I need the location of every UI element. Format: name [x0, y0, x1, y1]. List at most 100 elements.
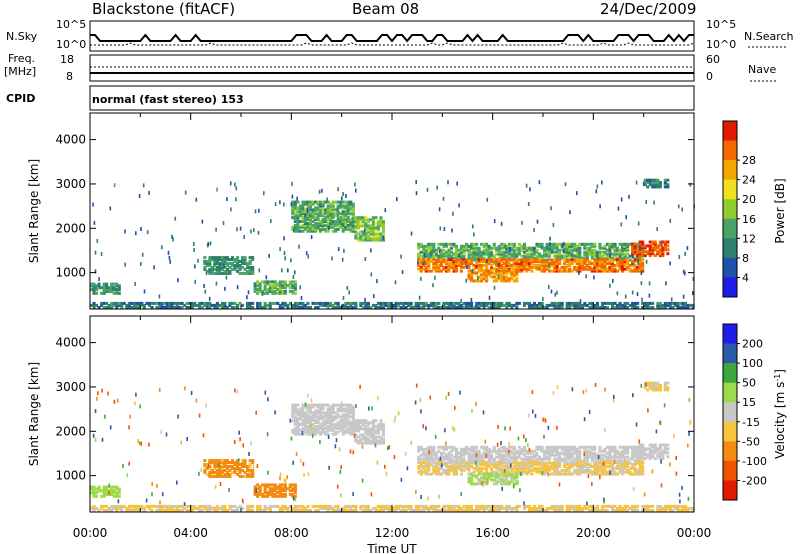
heatmap-cell — [563, 260, 567, 264]
heatmap-cell — [303, 227, 307, 231]
heatmap-cell — [497, 468, 501, 472]
heatmap-cell — [316, 415, 320, 419]
heatmap-cell — [510, 449, 514, 453]
heatmap-cell — [540, 459, 544, 463]
heatmap-cell — [497, 474, 501, 478]
speckle-cell — [265, 275, 268, 280]
heatmap-cell — [593, 265, 597, 269]
heatmap-cell — [381, 441, 385, 445]
heatmap-cell — [296, 423, 300, 426]
heatmap-cell — [291, 419, 295, 423]
heatmap-cell — [331, 506, 335, 510]
heatmap-cell — [457, 463, 461, 467]
heatmap-cell — [505, 474, 509, 478]
heatmap-cell — [306, 421, 310, 425]
heatmap-cell — [246, 265, 250, 269]
heatmap-cell — [137, 303, 141, 307]
heatmap-cell — [203, 256, 207, 260]
heatmap-cell — [485, 301, 489, 305]
heatmap-cell — [512, 244, 516, 248]
heatmap-cell — [288, 483, 292, 487]
heatmap-cell — [638, 451, 642, 455]
heatmap-cell — [308, 426, 312, 430]
heatmap-cell — [500, 457, 504, 461]
heatmap-cell — [603, 306, 607, 309]
heatmap-cell — [590, 470, 594, 474]
heatmap-cell — [580, 256, 584, 260]
heatmap-cell — [570, 301, 574, 305]
heatmap-cell — [306, 509, 310, 512]
heatmap-cell — [137, 504, 141, 508]
heatmap-cell — [190, 506, 194, 510]
heatmap-cell — [568, 254, 572, 258]
heatmap-cell — [470, 453, 474, 457]
heatmap-cell — [515, 449, 519, 453]
heatmap-cell — [354, 230, 358, 234]
heatmap-cell — [442, 445, 446, 449]
heatmap-cell — [558, 250, 562, 254]
heatmap-cell — [225, 258, 229, 262]
heatmap-cell — [366, 429, 370, 433]
heatmap-cell — [346, 202, 350, 206]
heatmap-cell — [397, 303, 401, 307]
heatmap-cell — [392, 506, 396, 510]
speckle-cell — [254, 209, 257, 214]
heatmap-cell — [326, 223, 330, 227]
heatmap-cell — [233, 267, 237, 271]
heatmap-cell — [558, 269, 562, 273]
heatmap-cell — [203, 504, 207, 508]
heatmap-cell — [215, 509, 219, 512]
heatmap-cell — [558, 303, 562, 307]
heatmap-cell — [467, 457, 471, 461]
heatmap-cell — [238, 267, 242, 271]
heatmap-cell — [261, 483, 265, 487]
speckle-cell — [222, 221, 225, 226]
heatmap-cell — [422, 453, 426, 457]
heatmap-cell — [502, 447, 506, 451]
heatmap-cell — [452, 269, 456, 273]
heatmap-cell — [543, 306, 547, 309]
heatmap-cell — [467, 256, 471, 260]
heatmap-cell — [198, 301, 202, 305]
heatmap-cell — [105, 306, 109, 309]
speckle-cell — [458, 203, 460, 208]
heatmap-cell — [236, 260, 240, 263]
heatmap-cell — [160, 506, 164, 510]
heatmap-cell — [462, 509, 466, 512]
heatmap-cell — [439, 262, 443, 265]
heatmap-cell — [316, 216, 320, 220]
heatmap-cell — [553, 445, 557, 449]
heatmap-cell — [553, 258, 557, 262]
heatmap-cell — [273, 301, 277, 305]
heatmap-cell — [459, 246, 463, 250]
heatmap-cell — [444, 269, 448, 273]
heatmap-cell — [598, 459, 602, 463]
heatmap-cell — [500, 472, 504, 476]
heatmap-cell — [271, 483, 275, 487]
heatmap-cell — [223, 474, 227, 478]
speckle-cell — [184, 190, 187, 195]
heatmap-cell — [361, 238, 365, 242]
heatmap-cell — [203, 470, 207, 474]
scatter-region — [467, 472, 519, 486]
speckle-cell — [451, 228, 453, 233]
heatmap-cell — [588, 242, 592, 246]
heatmap-cell — [381, 433, 385, 437]
heatmap-cell — [127, 509, 131, 512]
heatmap-cell — [319, 222, 323, 225]
heatmap-cell — [626, 461, 630, 465]
heatmap-cell — [447, 258, 451, 262]
heatmap-cell — [480, 279, 484, 283]
heatmap-cell — [319, 411, 323, 415]
heatmap-cell — [253, 487, 257, 491]
heatmap-cell — [611, 303, 615, 307]
heatmap-cell — [633, 468, 637, 472]
heatmap-cell — [339, 409, 343, 413]
heatmap-cell — [140, 303, 144, 307]
heatmap-cell — [477, 303, 481, 307]
speckle-cell — [292, 228, 295, 233]
heatmap-cell — [442, 461, 446, 465]
heatmap-cell — [454, 461, 458, 465]
heatmap-cell — [580, 306, 584, 309]
heatmap-cell — [205, 260, 209, 263]
